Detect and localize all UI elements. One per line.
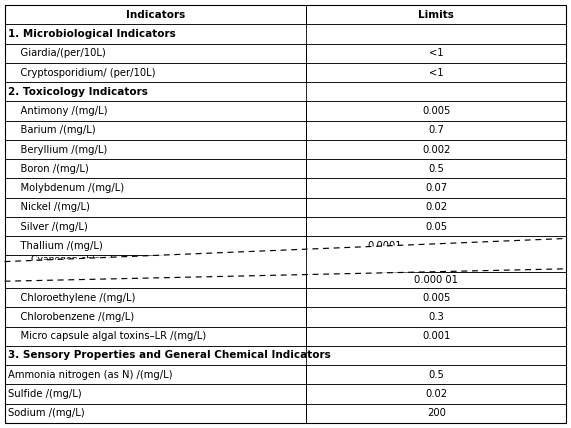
Text: 0.0001: 0.0001 xyxy=(367,241,401,251)
Text: 2. Toxicology Indicators: 2. Toxicology Indicators xyxy=(8,87,148,97)
Text: 0.3: 0.3 xyxy=(428,312,444,322)
Bar xyxy=(306,140,566,159)
Bar xyxy=(306,121,566,140)
Text: 200: 200 xyxy=(427,408,446,418)
Text: 0.02: 0.02 xyxy=(425,389,448,399)
Text: 0.05: 0.05 xyxy=(425,222,448,232)
Bar xyxy=(306,272,566,288)
Bar xyxy=(5,44,306,63)
Bar xyxy=(306,5,566,24)
Bar xyxy=(306,307,566,327)
Bar xyxy=(5,121,306,140)
Text: 0.5: 0.5 xyxy=(428,370,444,380)
Text: 0.005: 0.005 xyxy=(422,293,451,303)
Text: Ammonia nitrogen (as N) /(mg/L): Ammonia nitrogen (as N) /(mg/L) xyxy=(8,370,172,380)
Text: <1: <1 xyxy=(429,48,444,58)
Text: Chlorobenzene /(mg/L): Chlorobenzene /(mg/L) xyxy=(8,312,134,322)
Bar xyxy=(306,256,566,272)
Bar xyxy=(306,217,566,236)
Bar xyxy=(5,307,306,327)
Text: Nickel /(mg/L): Nickel /(mg/L) xyxy=(8,202,90,212)
Text: Indicators: Indicators xyxy=(126,10,185,20)
Text: 0.002: 0.002 xyxy=(422,145,451,155)
Text: Barium /(mg/L): Barium /(mg/L) xyxy=(8,125,95,135)
Bar xyxy=(306,288,566,307)
Polygon shape xyxy=(5,238,566,281)
Text: 0.7: 0.7 xyxy=(428,125,444,135)
Text: Sodium /(mg/L): Sodium /(mg/L) xyxy=(8,408,85,418)
Bar xyxy=(5,256,306,272)
Bar xyxy=(5,159,306,178)
Bar xyxy=(306,198,566,217)
Bar xyxy=(306,365,566,384)
Bar xyxy=(306,404,566,423)
Bar xyxy=(306,44,566,63)
Text: Silver /(mg/L): Silver /(mg/L) xyxy=(8,222,88,232)
Text: Limits: Limits xyxy=(419,10,455,20)
Text: Antimony /(mg/L): Antimony /(mg/L) xyxy=(8,106,107,116)
Bar xyxy=(5,140,306,159)
Bar xyxy=(5,217,306,236)
Text: Sulfide /(mg/L): Sulfide /(mg/L) xyxy=(8,389,82,399)
Bar xyxy=(306,178,566,198)
Text: 1. Microbiological Indicators: 1. Microbiological Indicators xyxy=(8,29,176,39)
Bar xyxy=(5,82,566,101)
Bar xyxy=(306,327,566,346)
Text: 0.005: 0.005 xyxy=(422,106,451,116)
Text: Beryllium /(mg/L): Beryllium /(mg/L) xyxy=(8,145,107,155)
Bar xyxy=(5,198,306,217)
Text: 0.02: 0.02 xyxy=(425,202,448,212)
Bar xyxy=(306,384,566,404)
Bar xyxy=(5,288,306,307)
Text: <1: <1 xyxy=(429,68,444,77)
Bar xyxy=(306,159,566,178)
Text: Molybdenum /(mg/L): Molybdenum /(mg/L) xyxy=(8,183,124,193)
Bar xyxy=(5,346,566,365)
Bar xyxy=(5,24,566,44)
Text: 0.001: 0.001 xyxy=(422,331,451,341)
Text: Cryptosporidium/ (per/10L): Cryptosporidium/ (per/10L) xyxy=(8,68,155,77)
Bar xyxy=(5,384,306,404)
Bar xyxy=(5,404,306,423)
Text: –––––––––: ––––––––– xyxy=(13,274,55,280)
Text: Giardia/(per/10L): Giardia/(per/10L) xyxy=(8,48,106,58)
Text: 0.5: 0.5 xyxy=(428,164,444,174)
Text: Cyanogen-chloride /(mg/L): Cyanogen-chloride /(mg/L) xyxy=(19,256,155,265)
Text: Thallium /(mg/L): Thallium /(mg/L) xyxy=(8,241,103,251)
Bar xyxy=(5,327,306,346)
Bar xyxy=(306,101,566,121)
Text: 0.000 01: 0.000 01 xyxy=(415,275,459,285)
Bar xyxy=(306,236,566,256)
Text: 0.07: 0.07 xyxy=(425,183,448,193)
Bar xyxy=(5,365,306,384)
Bar xyxy=(5,5,306,24)
Bar xyxy=(5,101,306,121)
Text: 3. Sensory Properties and General Chemical Indicators: 3. Sensory Properties and General Chemic… xyxy=(8,351,331,360)
Bar xyxy=(5,178,306,198)
Bar xyxy=(5,236,306,256)
Text: Micro capsule algal toxins–LR /(mg/L): Micro capsule algal toxins–LR /(mg/L) xyxy=(8,331,206,341)
Text: Boron /(mg/L): Boron /(mg/L) xyxy=(8,164,89,174)
Bar xyxy=(306,63,566,82)
Bar xyxy=(5,272,306,288)
Bar xyxy=(5,63,306,82)
Text: Chloroethylene /(mg/L): Chloroethylene /(mg/L) xyxy=(8,293,135,303)
